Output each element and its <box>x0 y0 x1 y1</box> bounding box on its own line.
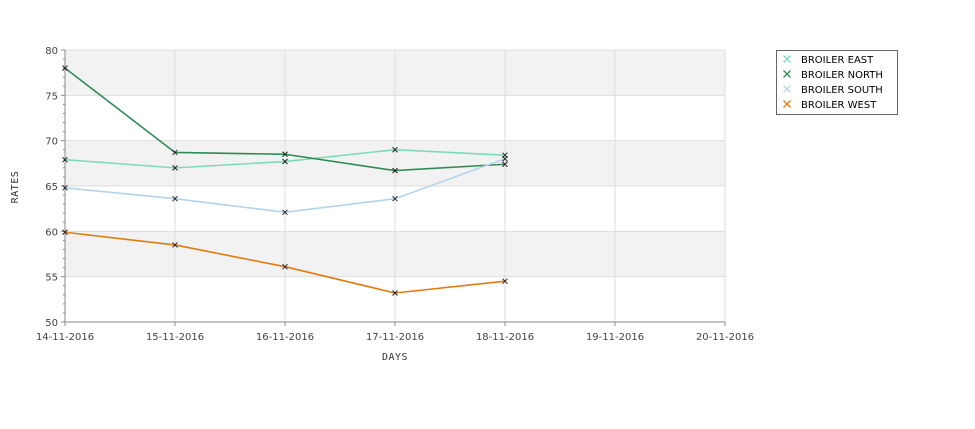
legend-marker <box>783 55 791 63</box>
legend-entry-label: BROILER WEST <box>801 100 877 111</box>
data-point-marker <box>172 165 178 171</box>
data-point-marker <box>282 158 288 165</box>
data-point-marker <box>392 195 398 202</box>
series-group <box>62 65 508 296</box>
y-tick-label: 60 <box>45 227 58 238</box>
y-tick-label: 70 <box>45 137 58 148</box>
y-tick-label: 65 <box>45 182 58 193</box>
y-tick-label: 50 <box>45 318 58 329</box>
data-point-marker <box>392 167 398 174</box>
x-tick-label: 17-11-2016 <box>366 332 424 343</box>
x-tick-label: 20-11-2016 <box>696 332 754 343</box>
x-tick-label: 14-11-2016 <box>36 332 94 343</box>
data-point-marker <box>172 195 178 202</box>
data-point-marker <box>502 278 508 285</box>
data-point-marker <box>172 242 178 248</box>
data-point-marker <box>62 229 68 236</box>
gridlines <box>65 49 726 322</box>
legend-marker <box>783 85 791 93</box>
data-point-marker <box>62 184 68 191</box>
data-point-marker <box>62 156 68 163</box>
x-axis-ticks: 14-11-2016 15-11-2016 16-11-2016 17-11-2016… <box>36 322 754 343</box>
legend-entry-label: BROILER SOUTH <box>801 85 883 96</box>
y-tick-label: 75 <box>45 91 58 102</box>
data-point-marker <box>282 151 288 158</box>
y-axis-ticks: 50 55 60 65 70 75 80 <box>45 46 65 329</box>
data-point-marker <box>62 65 68 71</box>
x-tick-label: 16-11-2016 <box>256 332 314 343</box>
legend-marker <box>783 100 791 108</box>
x-axis-title: DAYS <box>382 352 408 363</box>
data-point-marker <box>282 209 288 216</box>
data-point-marker <box>392 290 398 296</box>
data-point-marker <box>392 146 398 153</box>
data-point-marker <box>502 161 508 168</box>
y-tick-label: 80 <box>45 46 58 57</box>
legend-marker <box>783 70 791 78</box>
x-tick-label: 15-11-2016 <box>146 332 204 343</box>
data-point-marker <box>282 263 288 270</box>
x-tick-label: 18-11-2016 <box>476 332 534 343</box>
x-tick-label: 19-11-2016 <box>586 332 644 343</box>
y-tick-label: 55 <box>45 273 58 284</box>
legend: BROILER EAST BROILER NORTH BROILER SOUTH BR… <box>776 50 898 115</box>
data-point-marker <box>172 149 178 156</box>
legend-box <box>776 50 898 115</box>
legend-entry-label: BROILER NORTH <box>801 70 883 81</box>
data-point-marker <box>502 155 508 162</box>
y-axis-title: RATES <box>10 171 21 204</box>
legend-entry-label: BROILER EAST <box>801 55 874 66</box>
